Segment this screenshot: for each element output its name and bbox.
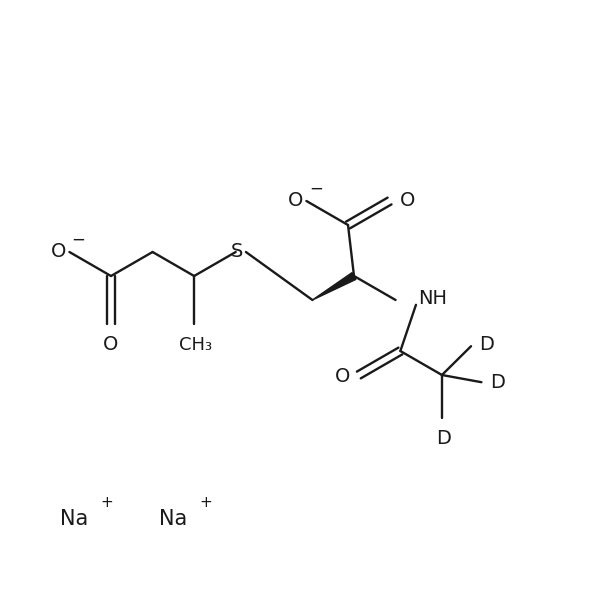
Text: O: O	[288, 191, 304, 211]
Text: Na: Na	[60, 509, 88, 529]
Text: S: S	[231, 242, 243, 262]
Text: CH₃: CH₃	[179, 336, 212, 354]
Text: O: O	[103, 335, 119, 354]
Text: D: D	[490, 373, 505, 392]
Text: D: D	[479, 335, 494, 355]
Text: Na: Na	[159, 509, 187, 529]
Polygon shape	[313, 272, 356, 300]
Text: −: −	[71, 231, 85, 249]
Text: O: O	[51, 242, 67, 262]
Text: O: O	[400, 191, 415, 211]
Text: +: +	[200, 494, 212, 510]
Text: +: +	[101, 494, 113, 510]
Text: O: O	[334, 367, 350, 386]
Text: NH: NH	[418, 289, 448, 308]
Text: −: −	[309, 180, 323, 198]
Text: D: D	[436, 429, 451, 448]
